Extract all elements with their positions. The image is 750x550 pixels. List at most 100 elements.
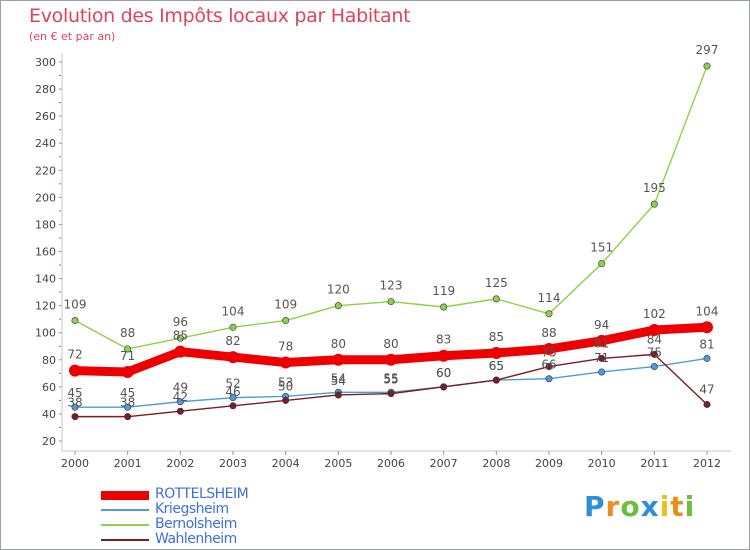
- data-label: 104: [222, 304, 245, 318]
- data-label: 78: [278, 339, 293, 353]
- legend-label: Kriegsheim: [155, 501, 229, 517]
- y-tick-label: 220: [35, 164, 56, 177]
- data-label: 80: [383, 337, 398, 351]
- data-label: 109: [274, 298, 297, 312]
- data-point: [334, 302, 342, 310]
- chart-subtitle: (en € et par an): [29, 30, 116, 43]
- y-tick-label: 160: [35, 246, 56, 259]
- chart-title: Evolution des Impôts locaux par Habitant: [29, 5, 411, 27]
- data-label: 82: [225, 334, 240, 348]
- x-tick-label: 2010: [588, 457, 616, 470]
- data-point: [332, 353, 345, 366]
- y-tick-label: 20: [42, 435, 56, 448]
- data-point: [229, 323, 237, 331]
- x-tick-label: 2000: [61, 457, 89, 470]
- legend-swatch: [101, 491, 149, 500]
- data-point: [598, 260, 606, 268]
- data-point: [71, 403, 79, 411]
- y-tick-label: 200: [35, 191, 56, 204]
- data-label: 81: [594, 336, 609, 350]
- data-point: [385, 353, 397, 366]
- x-tick-label: 2001: [114, 457, 142, 470]
- data-point: [282, 317, 290, 325]
- data-label: 54: [331, 374, 346, 388]
- legend-swatch: [101, 524, 149, 526]
- x-tick-label: 2011: [640, 457, 668, 470]
- data-point: [490, 347, 503, 360]
- y-tick-label: 60: [42, 381, 56, 394]
- data-label: 45: [120, 386, 135, 400]
- data-label: 84: [647, 332, 662, 346]
- logo-letter: o: [620, 490, 641, 523]
- logo-letter: r: [605, 490, 621, 523]
- logo-letter: x: [640, 490, 660, 523]
- data-label: 47: [699, 382, 714, 396]
- data-label: 60: [436, 366, 451, 380]
- data-point: [492, 376, 500, 384]
- logo-letter: t: [670, 490, 685, 523]
- legend-label: Bernolsheim: [155, 516, 237, 532]
- legend-swatch: [101, 539, 149, 541]
- x-tick-label: 2003: [219, 457, 247, 470]
- x-tick-label: 2005: [324, 457, 352, 470]
- data-label: 102: [643, 307, 666, 321]
- data-point: [69, 364, 81, 377]
- data-point: [176, 407, 184, 415]
- data-point: [543, 342, 555, 355]
- data-label: 80: [331, 337, 346, 351]
- data-label: 53: [278, 375, 293, 389]
- data-point: [545, 375, 553, 383]
- x-tick-label: 2008: [482, 457, 510, 470]
- data-label: 88: [120, 326, 135, 340]
- y-tick-label: 80: [42, 354, 56, 367]
- data-point: [387, 298, 395, 306]
- data-label: 75: [541, 346, 556, 360]
- data-label: 50: [278, 379, 293, 393]
- x-tick-label: 2012: [693, 457, 721, 470]
- data-label: 65: [489, 359, 504, 373]
- y-tick-label: 140: [35, 273, 56, 286]
- data-label: 123: [380, 279, 403, 293]
- data-label: 46: [225, 385, 240, 399]
- y-tick-label: 240: [35, 137, 56, 150]
- data-point: [648, 324, 661, 337]
- y-tick-label: 260: [35, 110, 56, 123]
- data-point: [440, 383, 448, 391]
- data-label: 45: [67, 386, 82, 400]
- data-label: 94: [594, 318, 609, 332]
- data-point: [279, 356, 292, 369]
- y-tick-label: 40: [42, 408, 56, 421]
- data-point: [334, 391, 342, 399]
- data-point: [124, 345, 132, 353]
- data-point: [121, 365, 134, 378]
- data-label: 104: [696, 304, 719, 318]
- data-point: [598, 354, 606, 362]
- data-label: 71: [120, 349, 135, 363]
- data-label: 85: [173, 329, 188, 343]
- data-point: [701, 321, 713, 334]
- data-label: 55: [383, 371, 398, 385]
- data-label: 195: [643, 181, 666, 195]
- data-point: [174, 345, 187, 358]
- data-label: 60: [436, 366, 451, 380]
- x-tick-label: 2004: [272, 457, 300, 470]
- data-point: [492, 295, 500, 303]
- data-point: [440, 303, 448, 311]
- data-label: 38: [67, 396, 82, 410]
- data-label: 151: [590, 241, 613, 255]
- data-label: 83: [436, 333, 451, 347]
- logo-letter: P: [584, 490, 606, 523]
- data-label: 119: [432, 284, 455, 298]
- x-tick-label: 2002: [166, 457, 194, 470]
- data-label: 114: [538, 291, 561, 305]
- data-point: [71, 317, 79, 325]
- data-point: [650, 200, 658, 208]
- x-tick-label: 2009: [535, 457, 563, 470]
- data-label: 125: [485, 276, 508, 290]
- data-label: 109: [64, 298, 87, 312]
- y-tick-label: 120: [35, 300, 56, 313]
- data-label: 81: [699, 337, 714, 351]
- data-label: 297: [696, 43, 719, 57]
- y-tick-label: 180: [35, 218, 56, 231]
